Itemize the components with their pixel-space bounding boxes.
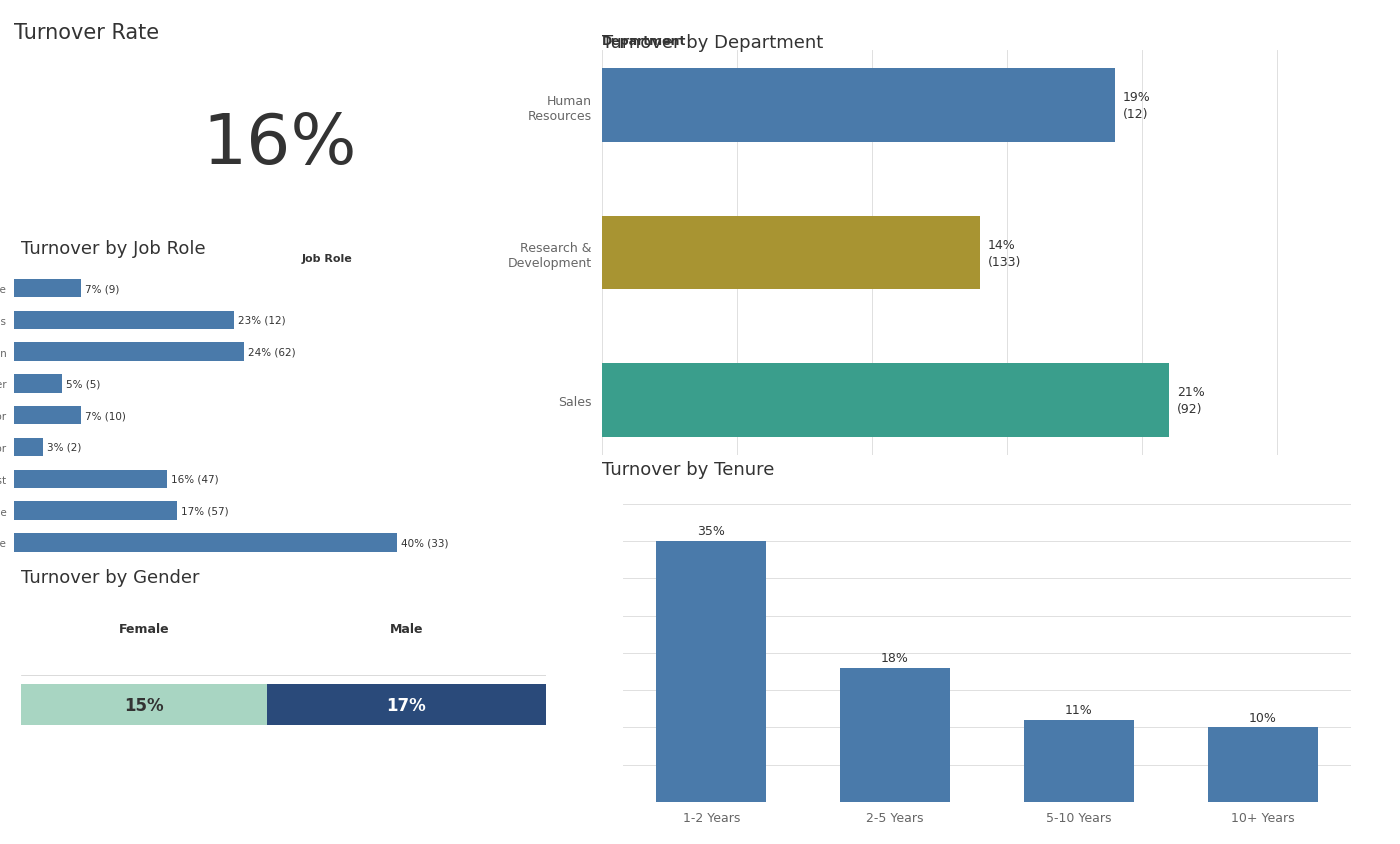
Bar — [657, 542, 766, 802]
Bar — [840, 668, 951, 802]
Bar — [267, 684, 546, 725]
Text: 5% (5): 5% (5) — [66, 379, 101, 389]
Text: 7% (9): 7% (9) — [85, 284, 119, 294]
Bar — [602, 69, 1114, 143]
Text: 21%
(92): 21% (92) — [1177, 386, 1205, 415]
Text: Job Role: Job Role — [302, 254, 353, 263]
Text: Department: Department — [602, 35, 686, 48]
Text: 24% (62): 24% (62) — [248, 347, 295, 357]
Text: 3% (2): 3% (2) — [46, 442, 81, 452]
Text: 17% (57): 17% (57) — [181, 506, 228, 516]
Text: 11%: 11% — [1065, 703, 1093, 717]
Bar — [14, 470, 167, 489]
Bar — [14, 375, 62, 393]
Bar — [14, 407, 81, 425]
Text: 35%: 35% — [697, 525, 725, 538]
Text: 17%: 17% — [386, 695, 427, 714]
Bar — [14, 533, 398, 552]
Text: Turnover Rate: Turnover Rate — [14, 24, 160, 43]
Bar — [14, 343, 244, 361]
Bar — [21, 684, 267, 725]
Text: 23% (12): 23% (12) — [238, 316, 286, 326]
Text: Turnover by Job Role: Turnover by Job Role — [21, 240, 206, 257]
Text: Female: Female — [119, 622, 169, 635]
Text: Turnover by Gender: Turnover by Gender — [21, 569, 199, 587]
Bar — [1023, 720, 1134, 802]
Text: 16% (47): 16% (47) — [171, 474, 218, 484]
Text: 7% (10): 7% (10) — [85, 411, 126, 420]
Text: Male: Male — [389, 622, 423, 635]
Text: 14%
(133): 14% (133) — [988, 238, 1022, 268]
Bar — [602, 364, 1169, 437]
Text: Turnover by Tenure: Turnover by Tenure — [602, 460, 774, 478]
Text: 10%: 10% — [1249, 711, 1277, 723]
Text: 18%: 18% — [881, 652, 909, 664]
Bar — [1208, 728, 1317, 802]
Text: 16%: 16% — [203, 111, 357, 177]
Bar — [602, 216, 980, 290]
Bar — [14, 438, 43, 457]
Text: 15%: 15% — [125, 695, 164, 714]
Bar — [14, 311, 234, 330]
Text: Turnover by Department: Turnover by Department — [602, 34, 823, 51]
Text: 40% (33): 40% (33) — [400, 538, 448, 548]
Bar — [14, 501, 176, 520]
Text: 19%
(12): 19% (12) — [1123, 91, 1151, 121]
Bar — [14, 279, 81, 298]
